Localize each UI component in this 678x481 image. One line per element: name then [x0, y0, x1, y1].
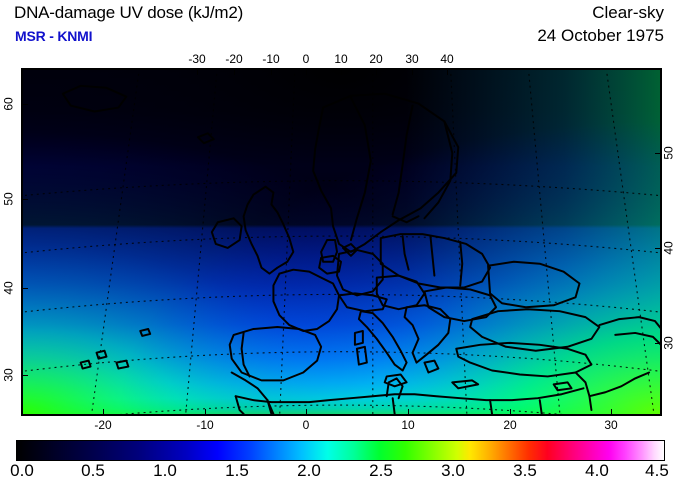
- colorbar-labels: 0.0 0.5 1.0 1.5 2.0 2.5 3.0 3.5 4.0 4.5: [0, 461, 678, 480]
- axis-label-top: 30: [405, 52, 419, 66]
- axis-tick-bottom: [103, 409, 104, 416]
- axis-label-left: 60: [1, 97, 16, 111]
- axis-tick-bottom: [510, 409, 511, 416]
- axis-tick-top: [376, 68, 377, 75]
- coastlines-and-borders: [61, 84, 660, 414]
- axis-label-top: 20: [369, 52, 383, 66]
- axis-label-top: 0: [302, 52, 310, 66]
- colorbar-tick-label: 4.0: [585, 461, 609, 480]
- axis-label-right: 30: [661, 336, 676, 350]
- colorbar-tick-label: 0.0: [10, 461, 34, 480]
- axis-label-right: 40: [661, 241, 676, 255]
- colorbar-tick-label: 2.5: [369, 461, 393, 480]
- axis-tick-right: [655, 153, 662, 154]
- axis-tick-bottom: [205, 409, 206, 416]
- axis-label-top: 40: [440, 52, 454, 66]
- axis-label-bottom: 30: [604, 418, 618, 432]
- axis-label-top: -20: [225, 52, 243, 66]
- colorbar-tick-label: 2.0: [297, 461, 321, 480]
- axis-tick-top: [341, 68, 342, 75]
- axis-tick-bottom: [408, 409, 409, 416]
- axis-tick-bottom: [611, 409, 612, 416]
- axis-tick-left: [21, 288, 28, 289]
- colorbar-tick-label: 1.5: [225, 461, 249, 480]
- axis-label-bottom: 20: [503, 418, 517, 432]
- date-label: 24 October 1975: [537, 26, 664, 45]
- axis-label-top: 10: [334, 52, 348, 66]
- source-credit: MSR - KNMI: [15, 28, 93, 44]
- map-plot-area: [21, 68, 662, 416]
- axis-tick-bottom: [306, 409, 307, 416]
- colorbar-gradient: [17, 441, 664, 460]
- axis-label-top: -30: [188, 52, 206, 66]
- axis-label-top: -10: [262, 52, 280, 66]
- axis-tick-top: [271, 68, 272, 75]
- colorbar-tick-label: 3.0: [441, 461, 465, 480]
- condition-label: Clear-sky: [592, 3, 664, 22]
- axis-tick-right: [655, 343, 662, 344]
- colorbar-tick-label: 0.5: [81, 461, 105, 480]
- colorbar: [16, 440, 665, 461]
- colorbar-tick-label: 4.5: [645, 461, 669, 480]
- page-title: DNA-damage UV dose (kJ/m2): [14, 3, 244, 22]
- axis-tick-right: [655, 248, 662, 249]
- colorbar-tick-label: 1.0: [153, 461, 177, 480]
- axis-label-right: 50: [661, 146, 676, 160]
- axis-label-bottom: -20: [94, 418, 112, 432]
- axis-tick-top: [447, 68, 448, 75]
- axis-tick-top: [234, 68, 235, 75]
- axis-tick-top: [197, 68, 198, 75]
- axis-tick-top: [306, 68, 307, 75]
- axis-label-bottom: 10: [401, 418, 415, 432]
- axis-tick-left: [21, 199, 28, 200]
- axis-label-left: 40: [1, 281, 16, 295]
- axis-tick-left: [21, 375, 28, 376]
- axis-label-left: 50: [1, 192, 16, 206]
- axis-label-bottom: 0: [302, 418, 310, 432]
- axis-tick-left: [21, 104, 28, 105]
- axis-label-left: 30: [1, 368, 16, 382]
- uv-dose-heatmap: [23, 70, 660, 414]
- colorbar-tick-label: 3.5: [513, 461, 537, 480]
- axis-label-bottom: -10: [196, 418, 214, 432]
- axis-tick-top: [412, 68, 413, 75]
